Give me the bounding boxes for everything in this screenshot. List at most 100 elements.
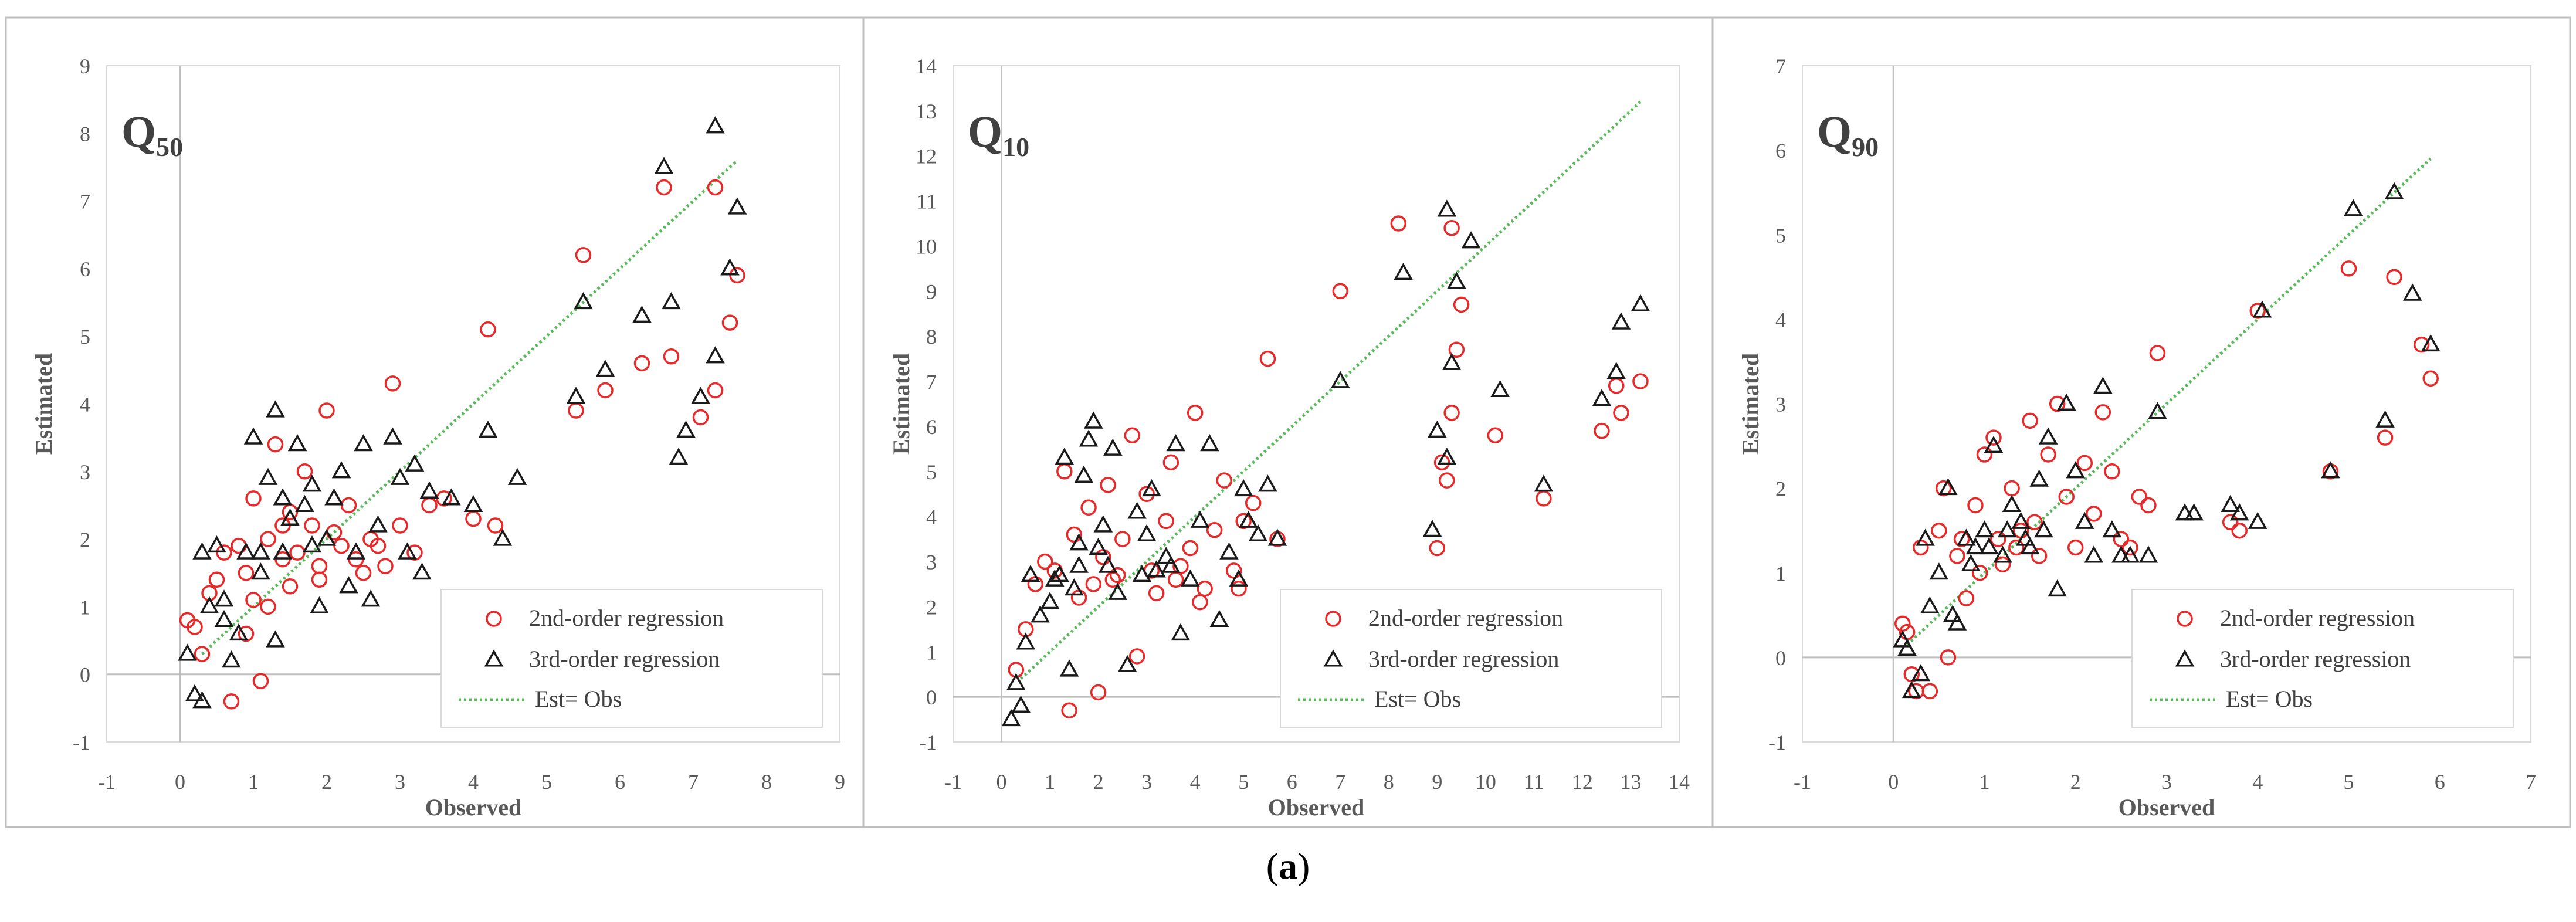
x-tick-label: 5 <box>541 770 552 794</box>
data-point-triangle <box>1979 537 1999 555</box>
data-point-triangle <box>273 488 293 506</box>
x-axis-title: Observed <box>425 794 521 821</box>
data-point-triangle <box>1631 294 1650 311</box>
data-point-circle <box>2131 489 2148 505</box>
data-point-circle <box>663 348 680 365</box>
data-point-circle <box>1187 405 1204 421</box>
data-point-triangle <box>178 643 197 661</box>
data-point-triangle <box>2402 283 2422 301</box>
data-point-circle <box>2049 395 2066 412</box>
x-tick-label: 5 <box>2344 770 2354 794</box>
data-point-circle <box>245 490 262 507</box>
data-point-triangle <box>1394 262 1413 280</box>
x-tick-label: 5 <box>1238 770 1249 794</box>
x-tick-label: 3 <box>395 770 405 794</box>
x-tick-label: 7 <box>2526 770 2536 794</box>
y-tick-label: 8 <box>80 122 90 145</box>
x-tick-label: 7 <box>688 770 699 794</box>
data-point-triangle <box>1021 565 1040 582</box>
data-point-triangle <box>1461 231 1481 249</box>
legend-box <box>1280 589 1662 728</box>
data-point-circle <box>1990 531 2006 547</box>
data-point-triangle <box>1984 435 2004 453</box>
data-point-circle <box>2231 522 2248 539</box>
x-tick-label: 6 <box>1287 770 1297 794</box>
data-point-circle <box>1448 341 1465 358</box>
data-point-circle <box>1100 477 1116 493</box>
y-tick-label: 6 <box>1775 139 1786 162</box>
data-point-triangle <box>2221 494 2240 512</box>
data-point-triangle <box>1947 613 1967 631</box>
x-tick-label: 13 <box>1620 770 1641 794</box>
data-point-triangle <box>1137 524 1157 541</box>
data-point-circle <box>1148 585 1165 602</box>
data-point-triangle <box>302 474 322 492</box>
data-point-triangle <box>676 421 696 438</box>
data-point-circle <box>1443 405 1460 421</box>
data-point-triangle <box>632 306 652 323</box>
data-point-triangle <box>2148 402 2167 419</box>
data-point-circle <box>194 646 211 662</box>
data-point-circle <box>223 693 240 710</box>
data-point-circle <box>1390 215 1407 232</box>
y-tick-label: -1 <box>1768 731 1786 754</box>
caption-open-paren: ( <box>1266 845 1279 887</box>
data-point-triangle <box>1233 479 1253 497</box>
data-point-circle <box>1949 548 1965 564</box>
data-point-circle <box>245 592 262 608</box>
data-point-circle <box>2249 303 2266 319</box>
x-tick-label: 6 <box>615 770 625 794</box>
legend-marker-triangle <box>2175 649 2195 667</box>
data-point-triangle <box>1911 664 1931 682</box>
data-point-triangle <box>507 467 527 485</box>
data-point-triangle <box>1943 605 1962 622</box>
data-point-triangle <box>412 562 432 580</box>
data-point-triangle <box>302 535 322 553</box>
data-point-triangle <box>1069 533 1089 551</box>
data-point-triangle <box>478 421 498 438</box>
data-point-triangle <box>405 454 425 472</box>
data-point-triangle <box>2084 545 2104 563</box>
data-point-circle <box>208 571 225 588</box>
legend-box <box>2131 589 2514 728</box>
y-tick-label: 9 <box>80 55 90 78</box>
data-point-triangle <box>566 387 586 404</box>
data-point-triangle <box>331 461 351 479</box>
data-point-triangle <box>1330 371 1350 388</box>
legend: 2nd-order regression 3rd-order regression… <box>1280 589 1662 728</box>
data-point-circle <box>355 565 372 581</box>
data-point-triangle <box>669 448 689 465</box>
data-point-circle <box>1953 531 1970 547</box>
data-point-triangle <box>1001 709 1021 727</box>
y-tick-label: 4 <box>1775 308 1786 331</box>
x-tick-label: 0 <box>175 770 185 794</box>
data-point-circle <box>597 382 614 399</box>
series-3rd-order <box>1001 199 1650 727</box>
panel-label: Q50 <box>121 107 183 162</box>
legend-label-3rd: 3rd-order regression <box>1368 646 1559 672</box>
data-point-triangle <box>214 609 234 628</box>
data-point-triangle <box>258 467 278 485</box>
legend: 2nd-order regression 3rd-order regression… <box>2131 589 2514 728</box>
x-tick-label: 4 <box>1190 770 1201 794</box>
y-axis-title: Estimated <box>888 353 914 455</box>
data-point-circle <box>187 619 203 635</box>
data-point-triangle <box>280 508 300 526</box>
y-tick-label: 10 <box>916 235 937 258</box>
data-point-triangle <box>1156 547 1176 564</box>
data-point-triangle <box>1422 520 1442 537</box>
data-point-circle <box>1632 373 1649 389</box>
data-point-circle <box>2086 506 2102 522</box>
data-point-triangle <box>1229 569 1249 587</box>
data-point-circle <box>1453 296 1470 313</box>
legend: 2nd-order regression 3rd-order regression… <box>440 589 823 728</box>
data-point-triangle <box>390 467 410 485</box>
x-tick-label: 1 <box>248 770 259 794</box>
x-tick-label: 6 <box>2435 770 2445 794</box>
identity-line <box>1019 100 1642 680</box>
data-point-triangle <box>214 589 234 607</box>
data-point-triangle <box>295 494 314 512</box>
data-point-circle <box>1128 648 1145 665</box>
plot-area <box>953 65 1680 743</box>
